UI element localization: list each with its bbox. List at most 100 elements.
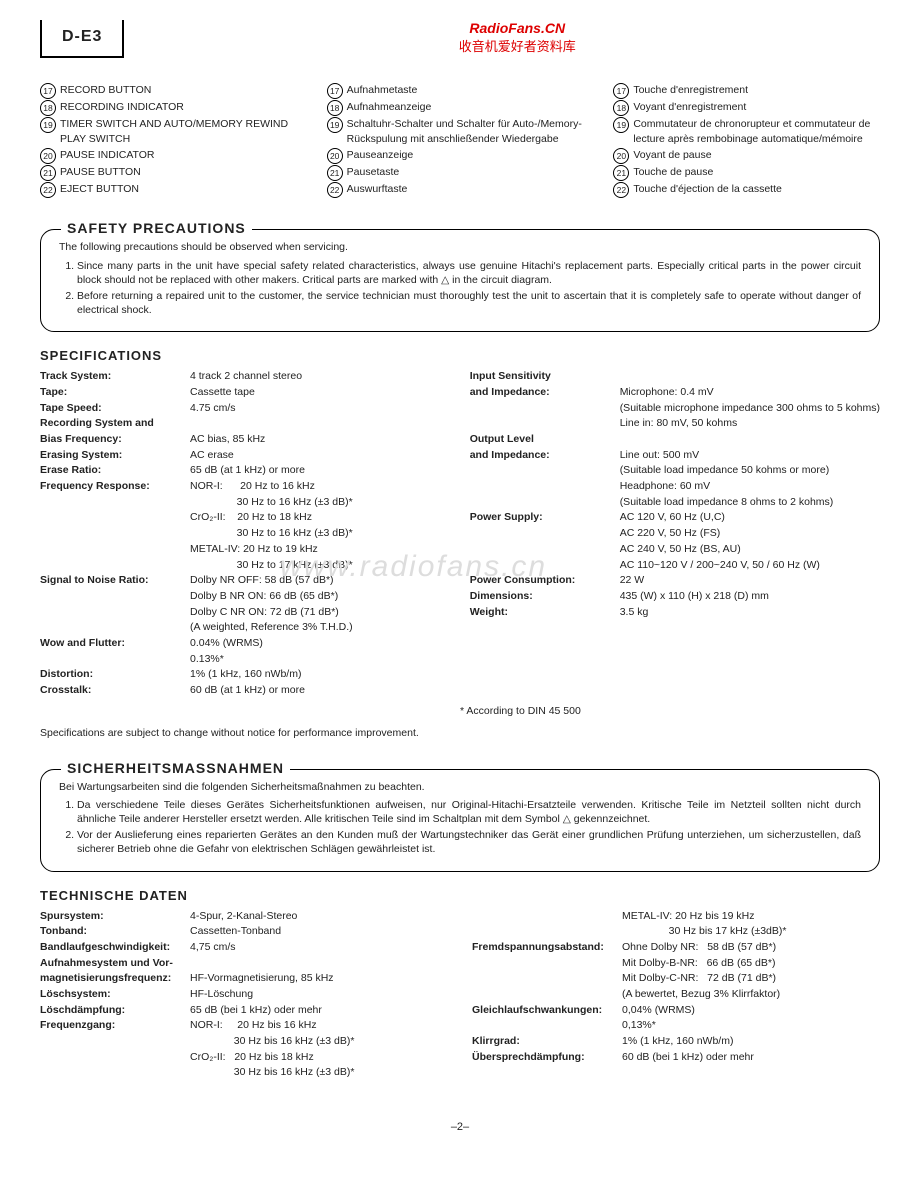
spec-label <box>470 463 620 478</box>
spec-value: (Suitable microphone impedance 300 ohms … <box>620 401 880 416</box>
sicherheit-intro: Bei Wartungsarbeiten sind die folgenden … <box>59 780 861 794</box>
spec-row: AC 240 V, 50 Hz (BS, AU) <box>470 542 880 557</box>
watermark: RadioFans.CN 收音机爱好者资料库 <box>154 20 880 55</box>
spec-label: and Impedance: <box>470 385 620 400</box>
spec-row: 30 Hz to 17 kHz (±3 dB)* <box>40 558 446 573</box>
spec-row: (A weighted, Reference 3% T.H.D.) <box>40 620 446 635</box>
spec-label <box>40 620 190 635</box>
spec-row: (Suitable load impedance 8 ohms to 2 koh… <box>470 495 880 510</box>
spec-label: Track System: <box>40 369 190 384</box>
spec-value: 3.5 kg <box>620 605 880 620</box>
item-number: 22 <box>40 182 56 198</box>
item-number: 19 <box>40 117 56 133</box>
spec-row: Wow and Flutter:0.04% (WRMS) <box>40 636 446 651</box>
spec-row: 30 Hz to 16 kHz (±3 dB)* <box>40 526 446 541</box>
spec-value: (Suitable load impedance 50 kohms or mor… <box>620 463 880 478</box>
spec-value: 65 dB (at 1 kHz) or more <box>190 463 446 478</box>
spec-row: 30 Hz to 16 kHz (±3 dB)* <box>40 495 446 510</box>
spec-row: Signal to Noise Ratio:Dolby NR OFF: 58 d… <box>40 573 446 588</box>
spec-label: Weight: <box>470 605 620 620</box>
spec-value: Ohne Dolby NR: 58 dB (57 dB*) <box>622 940 880 955</box>
spec-label: Input Sensitivity <box>470 369 620 384</box>
spec-label: Wow and Flutter: <box>40 636 190 651</box>
spec-value: 0.13%* <box>190 652 446 667</box>
control-item: 22Auswurftaste <box>327 182 594 198</box>
specs-title: SPECIFICATIONS <box>40 348 880 363</box>
control-item: 18 Voyant d'enregistrement <box>613 100 880 116</box>
sicherheit-body: Bei Wartungsarbeiten sind die folgenden … <box>59 780 861 857</box>
spec-label: Übersprechdämpfung: <box>472 1050 622 1065</box>
spec-label: and Impedance: <box>470 448 620 463</box>
spec-value: AC 110~120 V / 200~240 V, 50 / 60 Hz (W) <box>620 558 880 573</box>
spec-value: Dolby NR OFF: 58 dB (57 dB*) <box>190 573 446 588</box>
spec-row: 30 Hz bis 16 kHz (±3 dB)* <box>40 1034 448 1049</box>
controls-fr: 17Touche d'enregistrement18Voyant d'enre… <box>613 83 880 199</box>
spec-label: Power Supply: <box>470 510 620 525</box>
spec-label <box>40 605 190 620</box>
spec-label: Frequenzgang: <box>40 1018 190 1033</box>
item-text: RECORDING INDICATOR <box>60 100 307 115</box>
spec-value: Dolby C NR ON: 72 dB (71 dB*) <box>190 605 446 620</box>
spec-row: Löschdämpfung:65 dB (bei 1 kHz) oder meh… <box>40 1003 448 1018</box>
spec-row: and Impedance:Line out: 500 mV <box>470 448 880 463</box>
spec-label <box>470 542 620 557</box>
spec-row: Power Supply:AC 120 V, 60 Hz (U,C) <box>470 510 880 525</box>
spec-label: Distortion: <box>40 667 190 682</box>
tech-left-col: Spursystem:4-Spur, 2-Kanal-StereoTonband… <box>40 909 448 1082</box>
spec-row: Dolby C NR ON: 72 dB (71 dB*) <box>40 605 446 620</box>
item-number: 18 <box>613 100 629 116</box>
controls-de: 17Aufnahmetaste18Aufnahmeanzeige19Schalt… <box>327 83 594 199</box>
spec-label <box>40 558 190 573</box>
control-item: 22EJECT BUTTON <box>40 182 307 198</box>
spec-row: Spursystem:4-Spur, 2-Kanal-Stereo <box>40 909 448 924</box>
item-text: Voyant d'enregistrement <box>633 100 880 115</box>
spec-row: AC 220 V, 50 Hz (FS) <box>470 526 880 541</box>
safety-item: Before returning a repaired unit to the … <box>77 289 861 317</box>
specs-right-col: Input Sensitivityand Impedance:Microphon… <box>470 369 880 698</box>
spec-value: NOR-I: 20 Hz to 16 kHz <box>190 479 446 494</box>
spec-label <box>470 495 620 510</box>
spec-value: 65 dB (bei 1 kHz) oder mehr <box>190 1003 448 1018</box>
spec-value: 1% (1 kHz, 160 nWb/m) <box>622 1034 880 1049</box>
spec-label: magnetisierungsfrequenz: <box>40 971 190 986</box>
spec-row: Tape:Cassette tape <box>40 385 446 400</box>
spec-row: Recording System and <box>40 416 446 431</box>
item-text: Auswurftaste <box>347 182 594 197</box>
spec-label: Output Level <box>470 432 620 447</box>
item-text: Pauseanzeige <box>347 148 594 163</box>
spec-row: Bandlaufgeschwindigkeit:4,75 cm/s <box>40 940 448 955</box>
controls-en: 17RECORD BUTTON18RECORDING INDICATOR19TI… <box>40 83 307 199</box>
spec-label: Tape Speed: <box>40 401 190 416</box>
specs-left-col: Track System:4 track 2 channel stereoTap… <box>40 369 446 698</box>
spec-label <box>472 971 622 986</box>
spec-row: Weight:3.5 kg <box>470 605 880 620</box>
spec-label <box>40 1034 190 1049</box>
safety-title: SAFETY PRECAUTIONS <box>61 220 252 236</box>
safety-intro: The following precautions should be obse… <box>59 240 861 254</box>
control-item: 21Pausetaste <box>327 165 594 181</box>
safety-body: The following precautions should be obse… <box>59 240 861 317</box>
spec-row: Tonband:Cassetten-Tonband <box>40 924 448 939</box>
spec-value: AC bias, 85 kHz <box>190 432 446 447</box>
spec-row: Frequenzgang:NOR-I: 20 Hz bis 16 kHz <box>40 1018 448 1033</box>
item-number: 18 <box>327 100 343 116</box>
control-item: 17RECORD BUTTON <box>40 83 307 99</box>
spec-row: Crosstalk:60 dB (at 1 kHz) or more <box>40 683 446 698</box>
spec-label: Frequency Response: <box>40 479 190 494</box>
spec-label <box>40 495 190 510</box>
spec-value: 4 track 2 channel stereo <box>190 369 446 384</box>
spec-value <box>190 956 448 971</box>
spec-label: Spursystem: <box>40 909 190 924</box>
item-text: Touche de pause <box>633 165 880 180</box>
spec-row: 30 Hz bis 17 kHz (±3dB)* <box>472 924 880 939</box>
spec-label: Bandlaufgeschwindigkeit: <box>40 940 190 955</box>
control-item: 18RECORDING INDICATOR <box>40 100 307 116</box>
tech-title: TECHNISCHE DATEN <box>40 888 880 903</box>
spec-value: 30 Hz to 16 kHz (±3 dB)* <box>190 495 446 510</box>
spec-value: Line out: 500 mV <box>620 448 880 463</box>
item-number: 21 <box>613 165 629 181</box>
safety-list: Since many parts in the unit have specia… <box>59 259 861 318</box>
spec-value: 30 Hz to 16 kHz (±3 dB)* <box>190 526 446 541</box>
spec-value: 0,13%* <box>622 1018 880 1033</box>
item-text: PAUSE INDICATOR <box>60 148 307 163</box>
